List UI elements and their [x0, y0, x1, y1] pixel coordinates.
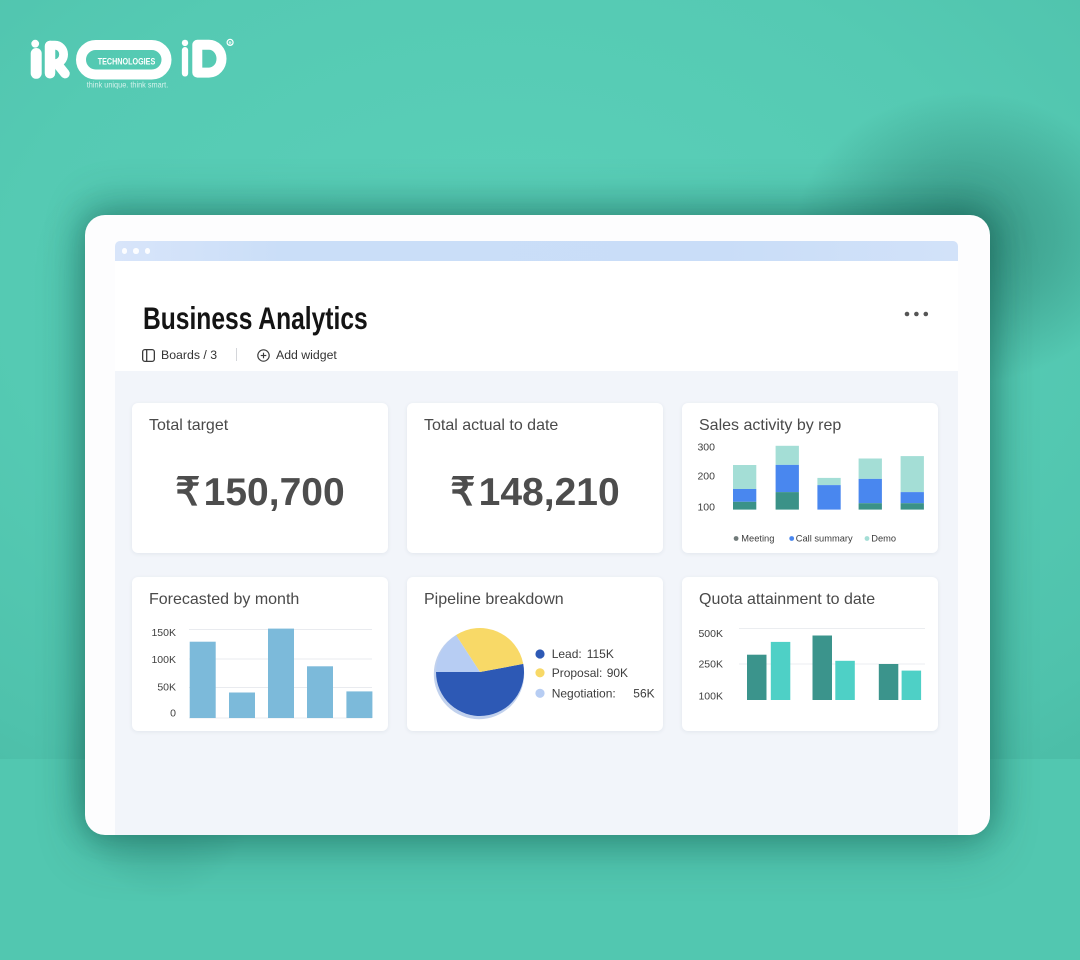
svg-text:0: 0 [170, 708, 176, 720]
svg-text:TECHNOLOGIES: TECHNOLOGIES [97, 56, 155, 67]
svg-text:Call summary: Call summary [796, 534, 853, 544]
svg-text:500K: 500K [698, 628, 723, 640]
svg-text:56K: 56K [633, 687, 654, 701]
svg-text:100K: 100K [698, 691, 723, 703]
svg-text:150K: 150K [151, 627, 176, 639]
svg-text:100K: 100K [151, 654, 176, 666]
svg-text:R: R [228, 40, 231, 45]
svg-text:300: 300 [697, 442, 715, 454]
svg-text:250K: 250K [698, 659, 723, 671]
svg-text:90K: 90K [607, 666, 628, 680]
svg-text:100: 100 [697, 502, 715, 514]
svg-text:Lead:: Lead: [552, 647, 582, 661]
svg-text:50K: 50K [157, 682, 176, 694]
svg-text:Negotiation:: Negotiation: [552, 687, 616, 701]
svg-text:Meeting: Meeting [741, 534, 774, 544]
svg-text:115K: 115K [587, 647, 614, 661]
svg-text:200: 200 [697, 471, 715, 483]
svg-text:Proposal:: Proposal: [552, 666, 603, 680]
svg-text:think unique. think smart.: think unique. think smart. [86, 79, 168, 89]
svg-text:Demo: Demo [871, 534, 896, 544]
